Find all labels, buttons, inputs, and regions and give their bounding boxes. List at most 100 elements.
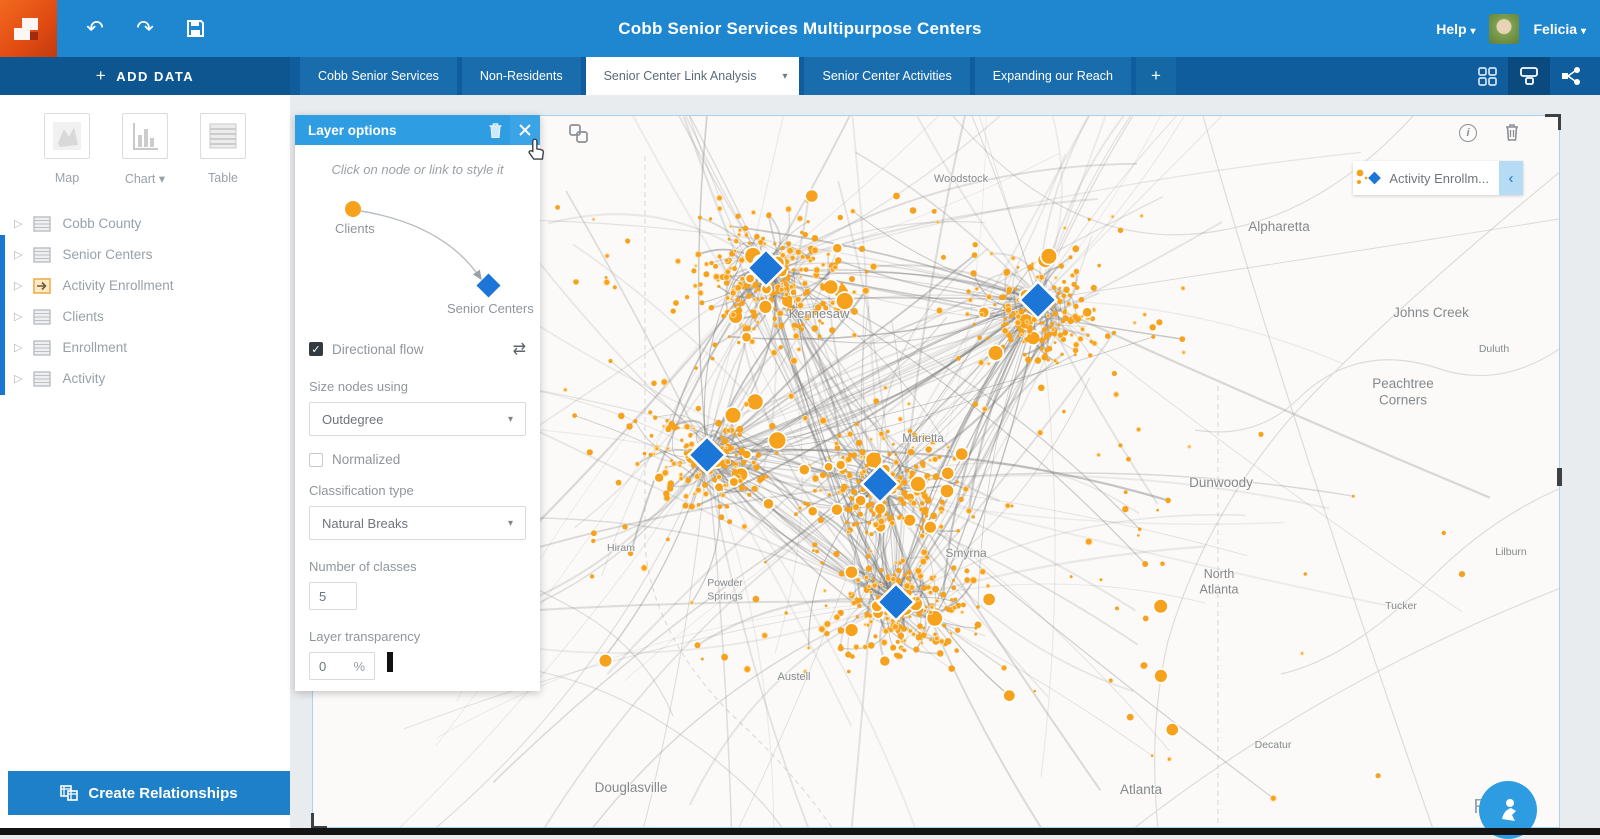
card-delete-icon[interactable] [1503,122,1521,147]
layer-legend-chip[interactable]: Activity Enrollm... ‹ [1353,161,1523,195]
workbook-tab-senior-center-link-analysis[interactable]: Senior Center Link Analysis▾ [586,57,800,95]
map-city-label: Alpharetta [1248,219,1310,234]
normalized-label: Normalized [332,452,400,467]
table-dataset-icon [33,371,51,387]
map-icon [44,113,90,159]
dataset-item-enrollment[interactable]: ▷ Enrollment [0,332,290,363]
table-dataset-icon [33,340,51,356]
node-link-diagram[interactable]: Clients Senior Centers [295,185,540,320]
tool-label: Map [55,171,79,185]
tool-label: Chart ▾ [125,171,165,186]
plus-icon: + [96,66,107,86]
dataset-item-senior-centers[interactable]: ▷Senior Centers [0,239,290,270]
card-resize-handle-top-right[interactable] [1545,114,1561,130]
tool-map[interactable]: Map [44,113,90,186]
classes-input[interactable]: 5 [309,582,357,610]
network-edges-layer [575,200,1354,798]
legend-label: Activity Enrollm... [1383,171,1499,186]
create-relationships-button[interactable]: Create Relationships [8,771,290,815]
normalized-checkbox[interactable] [309,453,323,467]
map-city-label: Atlanta [1120,782,1163,797]
expand-caret-icon[interactable]: ▷ [14,341,22,354]
map-city-label: Marietta [902,433,944,445]
add-data-button[interactable]: + ADD DATA [0,57,290,95]
dataset-item-activity[interactable]: ▷Activity [0,363,290,394]
undo-icon[interactable]: ↶ [78,12,112,46]
directional-flow-label: Directional flow [332,342,513,357]
layer-delete-icon[interactable] [480,115,510,145]
chart-icon [122,113,168,159]
map-city-label: Lilburn [1495,546,1527,558]
user-caret-icon: ▾ [1581,26,1586,37]
classification-select[interactable]: Natural Breaks ▾ [309,506,526,540]
user-avatar[interactable] [1489,14,1519,44]
workbook-tab-senior-center-activities[interactable]: Senior Center Activities [804,57,969,95]
help-caret-icon: ▾ [1470,26,1475,37]
expand-caret-icon[interactable]: ▷ [14,217,22,230]
redo-icon[interactable]: ↷ [128,12,162,46]
dataset-item-cobb-county[interactable]: ▷ Cobb County [0,208,290,239]
size-nodes-label: Size nodes using [295,379,540,394]
senior-centers-node-label: Senior Centers [447,301,534,316]
map-city-label: Woodstock [934,173,989,185]
legend-collapse-button[interactable]: ‹ [1499,161,1523,195]
dataset-name: Activity Enrollment [62,278,173,293]
map-city-label: Smyrna [945,546,987,560]
directional-flow-checkbox[interactable]: ✓ [309,342,323,356]
map-city-label: Hiram [607,542,635,554]
layer-options-panel: Layer options Click on node or link to s… [295,115,540,691]
help-menu[interactable]: Help ▾ [1436,21,1475,37]
expand-caret-icon[interactable]: ▷ [14,279,22,292]
panel-header[interactable]: Layer options [295,115,540,145]
map-city-label: Austell [777,671,810,683]
card-resize-handle-bottom-left[interactable] [311,813,327,829]
tab-caret-icon[interactable]: ▾ [782,71,787,82]
chevron-down-icon: ▾ [508,414,513,425]
map-city-label: Decatur [1255,739,1292,751]
add-page-tab-button[interactable]: + [1136,57,1176,95]
user-menu[interactable]: Felicia ▾ [1533,21,1586,37]
workbook-tab-non-residents[interactable]: Non-Residents [462,57,581,95]
classification-label: Classification type [295,483,540,498]
link-view-icon[interactable] [1550,57,1592,95]
dataset-name: Clients [62,309,103,324]
transparency-label: Layer transparency [295,629,540,644]
info-icon[interactable]: i [1459,124,1477,142]
workbook-tab-expanding-our-reach[interactable]: Expanding our Reach [975,57,1131,95]
classes-label: Number of classes [295,559,540,574]
dataset-item-activity-enrollment[interactable]: ▷ Activity Enrollment [0,270,290,301]
map-city-label: Douglasville [595,780,668,795]
map-city-label: Tucker [1385,600,1417,612]
save-icon[interactable] [178,12,212,46]
card-flip-icon[interactable] [568,123,590,150]
dataset-item-clients[interactable]: ▷ Clients [0,301,290,332]
transparency-input[interactable]: 0 % [309,652,375,680]
panel-close-icon[interactable] [510,115,540,145]
tool-table[interactable]: Table [200,113,246,186]
tool-chart[interactable]: Chart ▾ [122,113,168,186]
clients-node-label: Clients [335,221,375,236]
clients-node[interactable] [345,201,361,217]
map-city-label: Dunwoody [1189,475,1253,490]
swap-direction-icon[interactable]: ⇄ [513,339,526,359]
dataset-name: Enrollment [62,340,127,355]
grid-view-icon[interactable] [1466,57,1508,95]
card-resize-handle-right[interactable] [1557,468,1562,486]
table-icon [200,113,246,159]
card-view-icon[interactable] [1508,57,1550,95]
expand-caret-icon[interactable]: ▷ [14,248,22,261]
transparency-slider-handle[interactable] [387,652,393,672]
workbook-tab-cobb-senior-services[interactable]: Cobb Senior Services [300,57,457,95]
size-nodes-select[interactable]: Outdegree ▾ [309,402,526,436]
expand-caret-icon[interactable]: ▷ [14,310,22,323]
person-icon [1493,795,1523,825]
dataset-name: Cobb County [62,216,141,231]
workbook-title: Cobb Senior Services Multipurpose Center… [0,19,1600,39]
expand-caret-icon[interactable]: ▷ [14,372,22,385]
tool-label: Table [208,171,238,185]
insights-logo[interactable] [0,0,57,57]
